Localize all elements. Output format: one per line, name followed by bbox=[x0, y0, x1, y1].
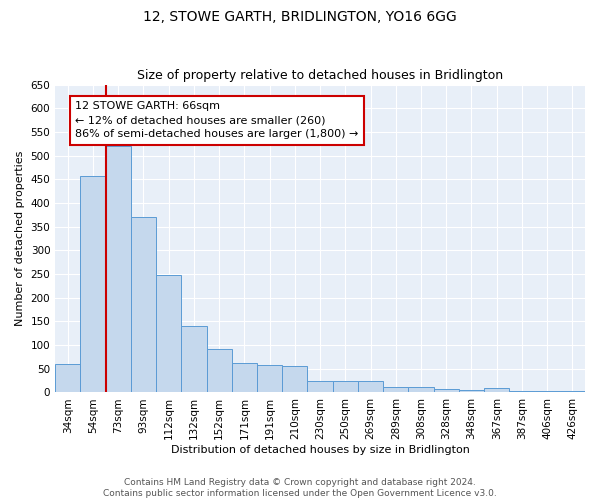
Bar bbox=[206, 349, 232, 393]
Bar bbox=[131, 217, 156, 392]
Bar bbox=[434, 389, 459, 392]
Bar bbox=[55, 364, 80, 392]
Bar bbox=[307, 380, 332, 392]
Bar bbox=[181, 326, 206, 392]
Bar bbox=[106, 146, 131, 392]
Bar bbox=[509, 390, 535, 392]
Bar bbox=[257, 366, 282, 392]
Text: Contains HM Land Registry data © Crown copyright and database right 2024.
Contai: Contains HM Land Registry data © Crown c… bbox=[103, 478, 497, 498]
Bar bbox=[156, 275, 181, 392]
X-axis label: Distribution of detached houses by size in Bridlington: Distribution of detached houses by size … bbox=[170, 445, 470, 455]
Bar bbox=[358, 380, 383, 392]
Bar bbox=[80, 176, 106, 392]
Bar bbox=[383, 387, 409, 392]
Bar bbox=[535, 390, 560, 392]
Title: Size of property relative to detached houses in Bridlington: Size of property relative to detached ho… bbox=[137, 69, 503, 82]
Bar bbox=[560, 390, 585, 392]
Bar bbox=[409, 387, 434, 392]
Bar bbox=[232, 363, 257, 392]
Bar bbox=[459, 390, 484, 392]
Bar bbox=[282, 366, 307, 392]
Bar bbox=[332, 380, 358, 392]
Bar bbox=[484, 388, 509, 392]
Text: 12, STOWE GARTH, BRIDLINGTON, YO16 6GG: 12, STOWE GARTH, BRIDLINGTON, YO16 6GG bbox=[143, 10, 457, 24]
Y-axis label: Number of detached properties: Number of detached properties bbox=[15, 151, 25, 326]
Text: 12 STOWE GARTH: 66sqm
← 12% of detached houses are smaller (260)
86% of semi-det: 12 STOWE GARTH: 66sqm ← 12% of detached … bbox=[76, 101, 359, 139]
